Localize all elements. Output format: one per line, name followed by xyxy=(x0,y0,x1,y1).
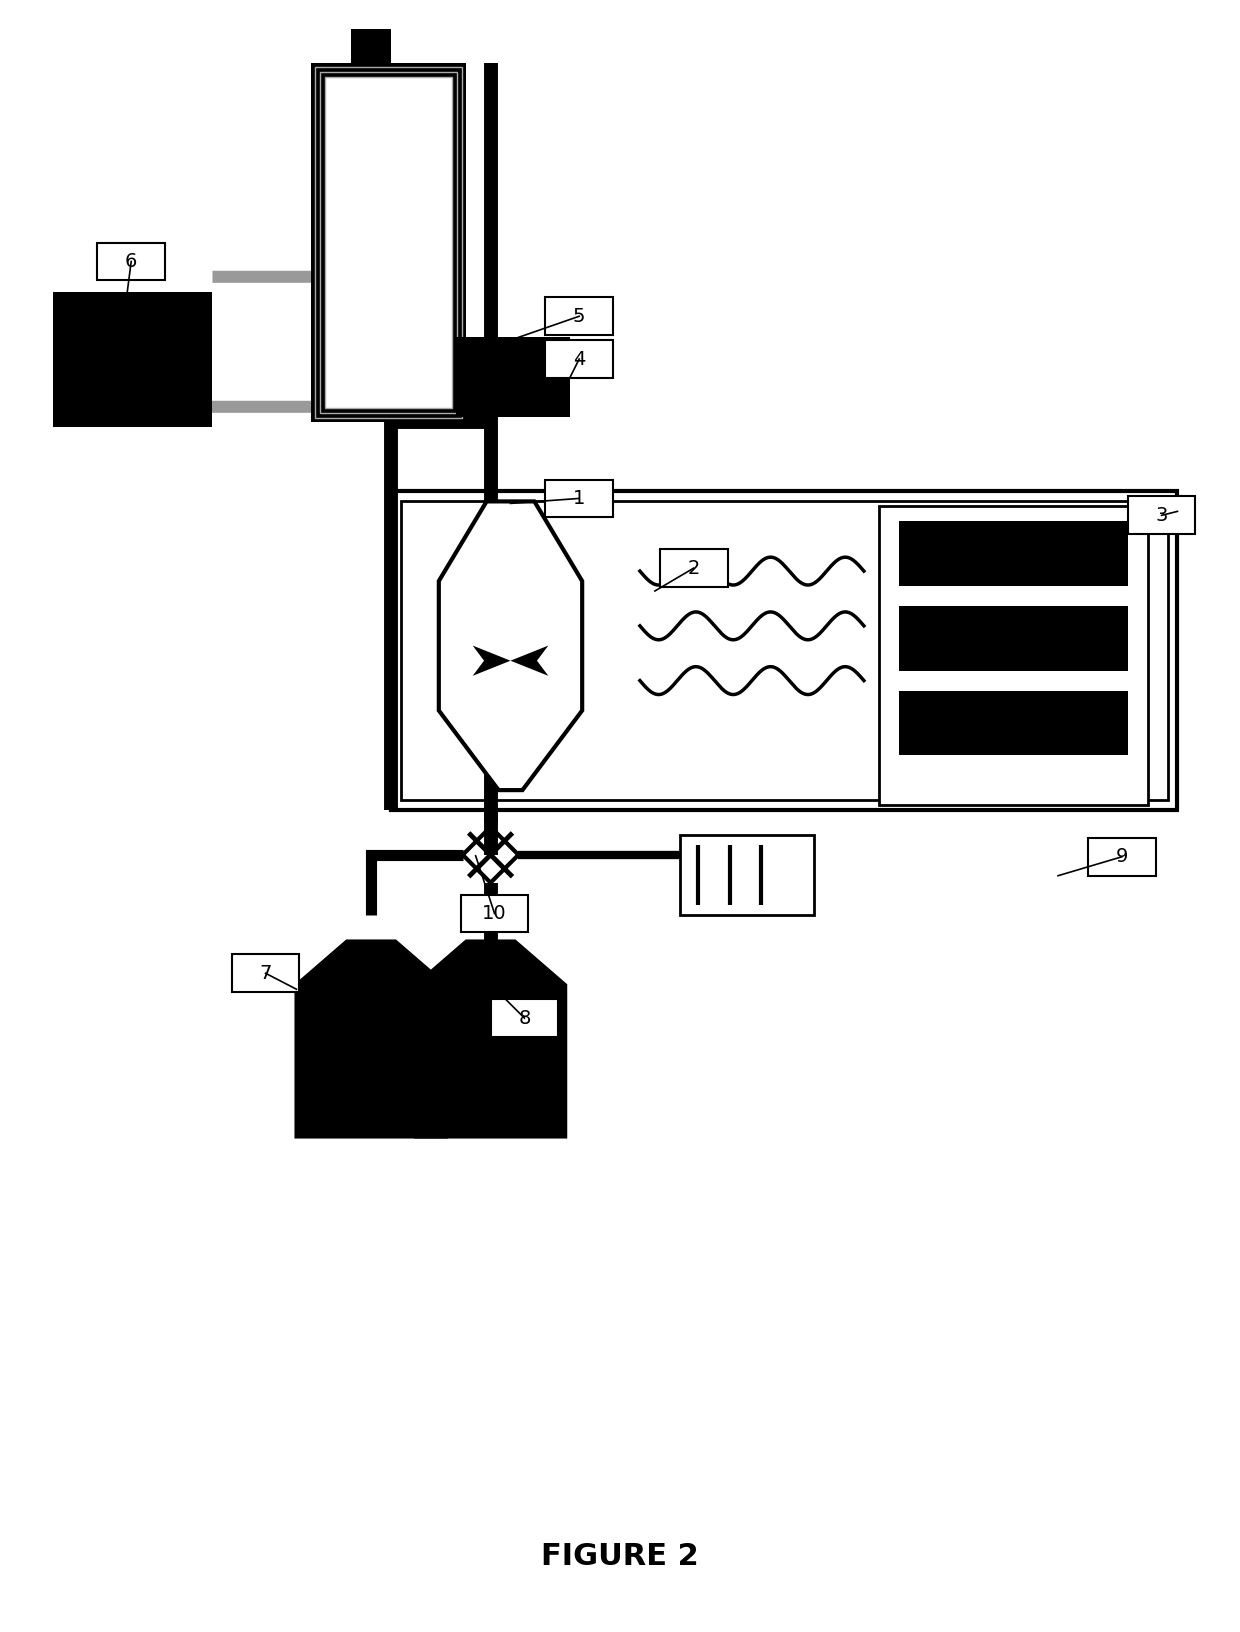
Bar xyxy=(491,999,558,1036)
Bar xyxy=(680,836,815,914)
Text: 1: 1 xyxy=(573,490,585,508)
Polygon shape xyxy=(294,940,448,1139)
Polygon shape xyxy=(414,940,567,1139)
Bar xyxy=(311,64,466,421)
Bar xyxy=(351,28,391,64)
Bar xyxy=(899,690,1127,756)
Bar xyxy=(660,550,728,588)
Text: 8: 8 xyxy=(518,1009,531,1028)
Text: 6: 6 xyxy=(125,251,138,271)
Bar xyxy=(546,480,613,517)
Bar xyxy=(325,77,451,408)
Bar xyxy=(899,521,1127,586)
Text: 5: 5 xyxy=(573,307,585,326)
Bar xyxy=(546,297,613,335)
Bar xyxy=(98,243,165,281)
Text: FIGURE 2: FIGURE 2 xyxy=(541,1542,699,1572)
Text: 9: 9 xyxy=(1116,847,1128,867)
Text: 10: 10 xyxy=(482,904,507,924)
Polygon shape xyxy=(439,501,582,790)
Bar xyxy=(1127,496,1195,534)
Polygon shape xyxy=(511,646,548,676)
Bar xyxy=(401,501,1168,800)
Bar xyxy=(899,605,1127,671)
Bar xyxy=(391,491,1178,809)
Bar xyxy=(320,72,456,413)
Text: 7: 7 xyxy=(259,965,272,982)
Polygon shape xyxy=(472,646,511,676)
Text: 3: 3 xyxy=(1156,506,1168,526)
Text: 2: 2 xyxy=(687,558,699,578)
Text: 4: 4 xyxy=(573,349,585,369)
Bar xyxy=(546,339,613,379)
Bar xyxy=(456,338,570,416)
Bar xyxy=(52,292,212,426)
Bar xyxy=(879,506,1148,805)
Bar xyxy=(325,77,451,408)
Bar xyxy=(461,894,528,932)
Bar xyxy=(232,955,299,992)
Bar xyxy=(1087,837,1156,876)
Bar xyxy=(315,67,461,418)
